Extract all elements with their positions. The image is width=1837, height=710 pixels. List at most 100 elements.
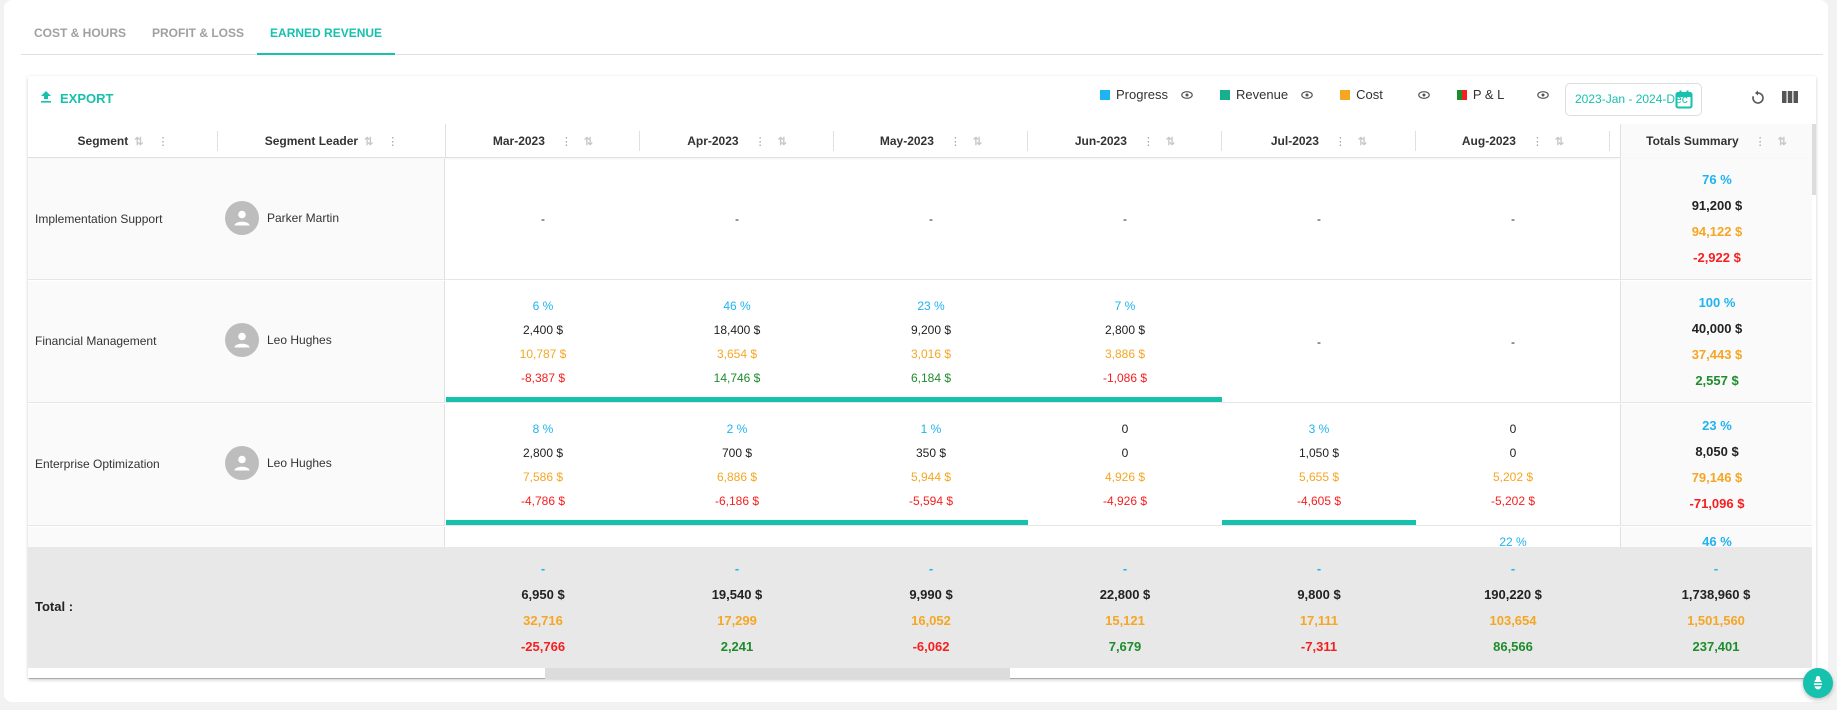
date-range-value: 2023-Jan - 2024-Dec <box>1575 92 1688 106</box>
sort-icon[interactable]: ⇅ <box>1357 135 1368 148</box>
table-row[interactable]: Financial Management Leo Hughes 6 % 2,40… <box>28 281 1812 403</box>
eye-icon[interactable] <box>1300 90 1314 100</box>
column-menu-icon[interactable]: ⋮ <box>560 135 572 148</box>
pl-value: -8,387 $ <box>520 370 566 385</box>
pl-value: 6,184 $ <box>910 370 952 385</box>
progress-value: 23 % <box>917 298 945 313</box>
header-month[interactable]: Mar-2023 ⋮ ⇅ <box>446 124 640 158</box>
column-menu-icon[interactable]: ⋮ <box>1531 135 1543 148</box>
date-range-field[interactable]: 2023-Jan - 2024-Dec <box>1565 83 1702 116</box>
sort-icon[interactable]: ⇅ <box>777 135 787 148</box>
sort-icon[interactable]: ⇅ <box>134 135 144 148</box>
bug-report-button[interactable] <box>1803 668 1833 698</box>
header-totals-summary[interactable]: Totals Summary ⋮ ⇅ <box>1620 124 1812 158</box>
sort-icon[interactable]: ⇅ <box>364 135 374 148</box>
month-cell: 7 % 2,800 $ 3,886 $ -1,086 $ <box>1028 281 1222 402</box>
person-icon <box>234 455 250 471</box>
header-segment-leader[interactable]: Segment Leader ⇅ ⋮ <box>218 124 445 158</box>
empty-value: - <box>1511 334 1515 349</box>
empty-value: - <box>1317 334 1321 349</box>
month-cell: - <box>834 159 1028 279</box>
empty-value: - <box>929 212 933 226</box>
progress-swatch <box>1100 89 1110 100</box>
avatar <box>225 201 259 235</box>
revenue-value: 9,800 $ <box>1297 586 1341 602</box>
revenue-value: 0 <box>1121 445 1129 460</box>
table-row[interactable]: Enterprise Optimization Leo Hughes 8 % 2… <box>28 404 1812 526</box>
pl-value: 7,679 <box>1108 638 1142 654</box>
sort-icon[interactable]: ⇅ <box>1165 135 1176 148</box>
avatar <box>225 446 259 480</box>
eye-icon[interactable] <box>1536 90 1550 100</box>
pl-value: -7,311 <box>1300 638 1338 654</box>
sort-icon[interactable]: ⇅ <box>1554 135 1565 148</box>
sort-icon[interactable]: ⇅ <box>1777 135 1787 148</box>
sort-icon[interactable]: ⇅ <box>583 135 594 148</box>
revenue-value: 2,800 $ <box>1104 322 1146 337</box>
column-menu-icon[interactable]: ⋮ <box>1754 135 1766 148</box>
total-cell: - 9,990 $ 16,052 -6,062 <box>834 547 1028 668</box>
legend-progress-label: Progress <box>1116 87 1169 102</box>
totals-values: 100 % 40,000 $ 37,443 $ 2,557 $ <box>1621 281 1813 402</box>
tab-earned-revenue[interactable]: EARNED REVENUE <box>257 12 396 55</box>
cost-value: 37,443 $ <box>1691 346 1743 362</box>
month-cell: - <box>1416 159 1610 279</box>
header-month[interactable]: Jul-2023 ⋮ ⇅ <box>1222 124 1416 158</box>
horizontal-scrollbar-thumb[interactable] <box>545 668 1010 679</box>
legend-revenue-label: Revenue <box>1236 87 1289 102</box>
column-menu-icon[interactable]: ⋮ <box>1334 135 1346 148</box>
progress-value: 6 % <box>532 298 554 313</box>
total-label: Total : <box>35 599 74 614</box>
cost-value: 94,122 $ <box>1691 224 1743 239</box>
column-menu-icon[interactable]: ⋮ <box>949 135 961 148</box>
cost-value: 17,299 <box>717 612 757 628</box>
revenue-value: 1,050 $ <box>1298 445 1340 460</box>
eye-icon[interactable] <box>1417 90 1431 100</box>
month-cell: 3 % 1,050 $ 5,655 $ -4,605 $ <box>1222 404 1416 525</box>
totals-cell: 23 % 8,050 $ 79,146 $ -71,096 $ <box>1620 404 1812 525</box>
segment-name: Implementation Support <box>35 212 163 226</box>
calendar-icon[interactable] <box>1675 90 1693 121</box>
column-menu-icon[interactable]: ⋮ <box>754 135 766 148</box>
total-cell: - 190,220 $ 103,654 86,566 <box>1416 547 1610 668</box>
person-icon <box>234 332 250 348</box>
progress-value: 1 % <box>920 421 942 436</box>
revenue-value: 91,200 $ <box>1691 198 1743 213</box>
cost-value: 103,654 <box>1489 612 1537 628</box>
progress-value: 3 % <box>1308 421 1330 436</box>
legend-revenue: Revenue <box>1220 87 1314 102</box>
table-row[interactable]: Implementation Support Parker Martin - -… <box>28 159 1812 280</box>
cost-value: 4,926 $ <box>1104 469 1146 484</box>
page-container: COST & HOURS PROFIT & LOSS EARNED REVENU… <box>4 0 1833 702</box>
reset-icon[interactable] <box>1750 90 1766 111</box>
column-menu-icon[interactable]: ⋮ <box>157 135 169 148</box>
progress-value: 2 % <box>726 421 748 436</box>
revenue-swatch <box>1220 89 1231 100</box>
header-month[interactable]: Apr-2023 ⋮ ⇅ <box>640 124 834 158</box>
progress-bar <box>446 520 1028 525</box>
cost-value: 5,944 $ <box>910 469 952 484</box>
totals-cell: 100 % 40,000 $ 37,443 $ 2,557 $ <box>1620 281 1812 402</box>
revenue-value: 9,200 $ <box>910 322 952 337</box>
progress-value: - <box>734 560 740 576</box>
pl-value: -71,096 $ <box>1689 495 1745 511</box>
horizontal-scrollbar[interactable] <box>28 668 1812 679</box>
tab-cost-hours[interactable]: COST & HOURS <box>34 26 127 40</box>
vertical-scrollbar-thumb[interactable] <box>1812 124 1816 195</box>
person-icon <box>234 210 250 226</box>
header-month[interactable]: May-2023 ⋮ ⇅ <box>834 124 1028 158</box>
columns-icon[interactable] <box>1782 90 1798 109</box>
column-menu-icon[interactable]: ⋮ <box>1142 135 1154 148</box>
total-cell: - 22,800 $ 15,121 7,679 <box>1028 547 1222 668</box>
header-month[interactable]: Jun-2023 ⋮ ⇅ <box>1028 124 1222 158</box>
header-month[interactable]: Aug-2023 ⋮ ⇅ <box>1416 124 1610 158</box>
sort-icon[interactable]: ⇅ <box>972 135 983 148</box>
header-segment[interactable]: Segment ⇅ ⋮ <box>28 124 218 158</box>
cost-value: 16,052 <box>911 612 951 628</box>
month-cell: 1 % 350 $ 5,944 $ -5,594 $ <box>834 404 1028 525</box>
progress-value: 0 <box>1121 421 1129 436</box>
column-menu-icon[interactable]: ⋮ <box>387 135 399 148</box>
tab-profit-loss[interactable]: PROFIT & LOSS <box>152 26 245 40</box>
eye-icon[interactable] <box>1180 90 1194 100</box>
export-button[interactable]: EXPORT <box>40 90 113 106</box>
